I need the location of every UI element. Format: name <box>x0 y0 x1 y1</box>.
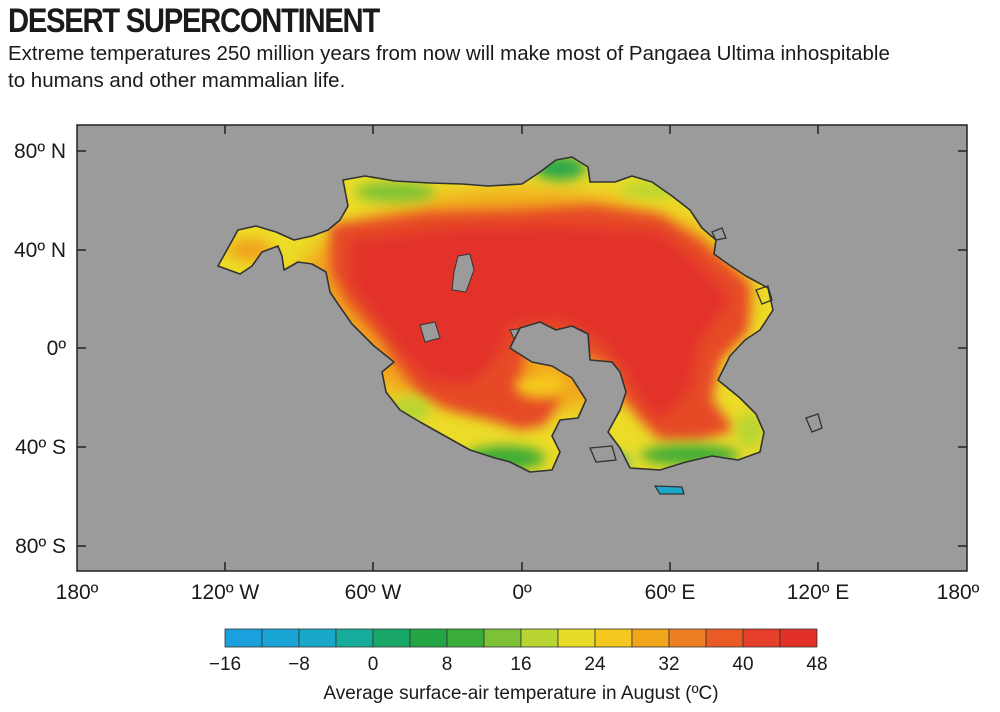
y-tick-label: 40º S <box>15 436 66 459</box>
colorbar-swatch <box>446 628 485 648</box>
figure-subtitle: Extreme temperatures 250 million years f… <box>8 42 890 92</box>
colorbar-tick-labels: −16 −8 0 8 16 24 32 40 48 <box>209 654 828 675</box>
colorbar-swatch <box>335 628 374 648</box>
colorbar-swatch <box>668 628 707 648</box>
x-tick-label: 60º W <box>345 581 402 604</box>
colorbar-swatch <box>557 628 596 648</box>
small-islands <box>589 227 823 495</box>
colorbar-tick-label: 16 <box>510 654 531 675</box>
colorbar-tick-label: −16 <box>209 654 241 675</box>
colorbar-title: Average surface-air temperature in Augus… <box>323 683 718 704</box>
coastline <box>217 156 774 473</box>
colorbar-swatch <box>520 628 559 648</box>
axis-ticks <box>77 125 967 571</box>
x-tick-label: 120º E <box>787 581 850 604</box>
colorbar-tick-label: −8 <box>288 654 310 675</box>
colorbar-tick-label: 24 <box>584 654 606 675</box>
y-tick-label: 40º N <box>14 239 66 262</box>
colorbar-swatch <box>224 628 263 648</box>
figure-title: DESERT SUPERCONTINENT <box>8 2 380 40</box>
colorbar-swatch <box>372 628 411 648</box>
colorbar-tick-label: 32 <box>658 654 679 675</box>
colorbar-swatch <box>298 628 337 648</box>
x-tick-label: 180º <box>937 581 980 604</box>
colorbar-tick-label: 48 <box>806 654 827 675</box>
colorbar-swatch <box>742 628 781 648</box>
colorbar-tick-label: 8 <box>442 654 453 675</box>
temperature-colorbar <box>224 628 818 648</box>
y-tick-label: 80º N <box>14 140 66 163</box>
x-tick-label: 120º W <box>191 581 260 604</box>
colorbar-swatch <box>261 628 300 648</box>
pangaea-ultima-landmass <box>218 157 773 472</box>
y-tick-label: 0º <box>47 337 67 360</box>
colorbar-tick-label: 40 <box>732 654 753 675</box>
colorbar-swatch <box>631 628 670 648</box>
x-tick-label: 0º <box>512 581 532 604</box>
colorbar-swatch <box>409 628 448 648</box>
colorbar-swatch <box>705 628 744 648</box>
colorbar-swatch <box>779 628 818 648</box>
colorbar-swatch <box>483 628 522 648</box>
colorbar-tick-label: 0 <box>368 654 379 675</box>
colorbar-swatch <box>594 628 633 648</box>
y-tick-label: 80º S <box>15 535 66 558</box>
x-tick-label: 60º E <box>645 581 696 604</box>
x-tick-label: 180º <box>56 581 99 604</box>
